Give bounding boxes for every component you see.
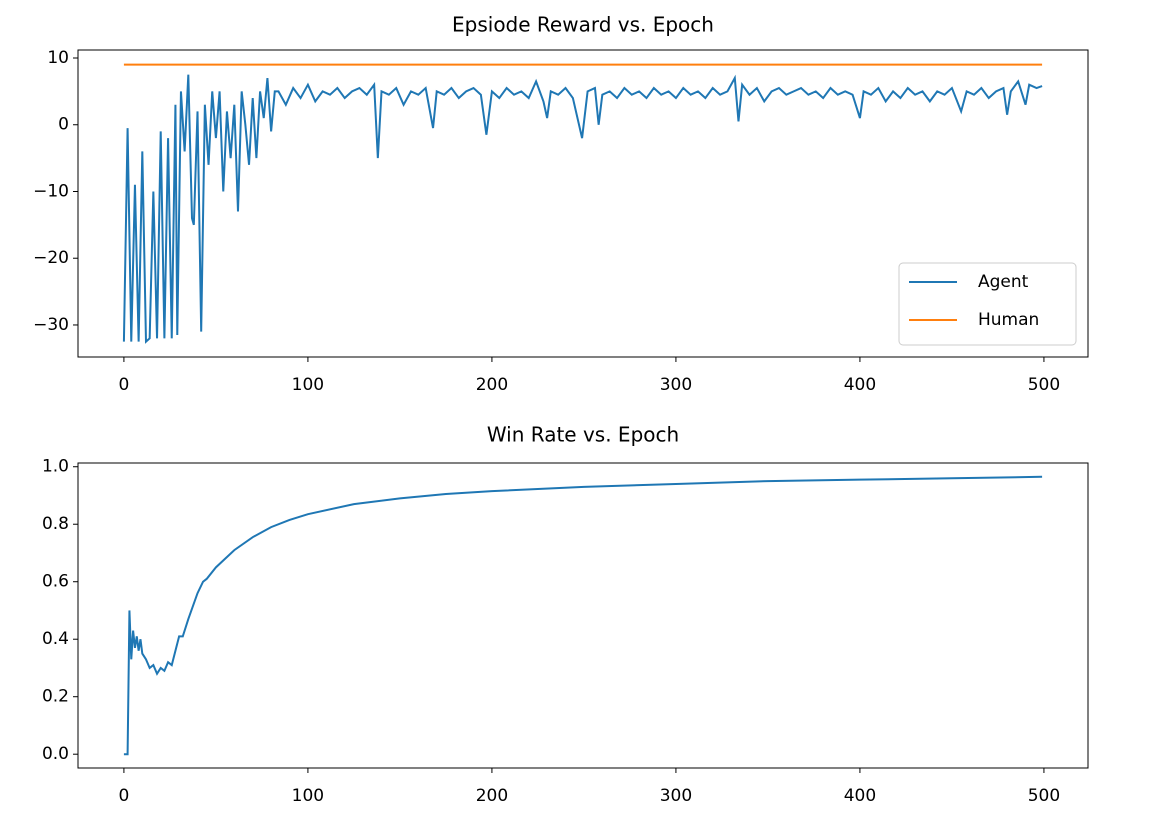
y-tick-label: 1.0 (42, 457, 69, 477)
series-line (123, 475, 1043, 756)
x-tick-label: 200 (476, 786, 508, 806)
legend-box (898, 262, 1077, 346)
y-tick-label: −30 (33, 315, 69, 335)
x-tick-label: 100 (292, 786, 324, 806)
x-tick-label: 300 (660, 786, 692, 806)
y-tick-label: 0.8 (42, 514, 69, 534)
x-tick-label: 400 (844, 375, 876, 395)
x-tick-label: 100 (292, 375, 324, 395)
axes-frame (77, 462, 1089, 769)
y-tick-label: 0.2 (42, 687, 69, 707)
legend-label: Human (978, 310, 1039, 330)
x-tick-label: 500 (1028, 786, 1060, 806)
y-tick-label: 0.0 (42, 744, 69, 764)
axes-frame (77, 49, 1089, 358)
y-tick-label: 0 (58, 115, 69, 135)
x-tick-label: 0 (118, 786, 129, 806)
chart-title: Win Rate vs. Epoch (487, 423, 679, 447)
y-tick-label: −20 (33, 248, 69, 268)
x-tick-label: 200 (476, 375, 508, 395)
y-tick-label: −10 (33, 181, 69, 201)
y-tick-label: 10 (47, 48, 69, 68)
y-tick-label: 0.6 (42, 572, 69, 592)
x-tick-label: 300 (660, 375, 692, 395)
x-tick-label: 400 (844, 786, 876, 806)
y-tick-label: 0.4 (42, 629, 69, 649)
series-line (122, 74, 1043, 344)
x-tick-label: 500 (1028, 375, 1060, 395)
legend-label: Agent (978, 272, 1029, 292)
chart-title: Epsiode Reward vs. Epoch (452, 13, 714, 37)
x-tick-label: 0 (118, 375, 129, 395)
